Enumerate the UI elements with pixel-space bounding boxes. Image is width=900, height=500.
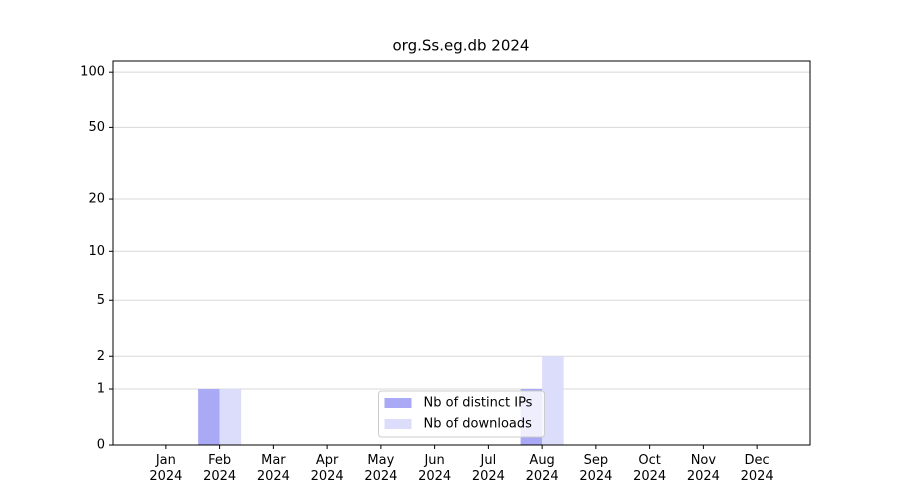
y-tick-label: 10 [88, 244, 105, 259]
x-tick-label: Aug 2024 [525, 453, 559, 484]
x-tick-label: Dec 2024 [740, 453, 774, 484]
y-tick-label: 100 [80, 65, 105, 80]
x-tick-label: Jun 2024 [418, 453, 452, 484]
legend-swatch [384, 398, 412, 408]
y-tick-label: 5 [97, 293, 105, 308]
x-tick-label: Jul 2024 [471, 453, 505, 484]
x-tick-label: Nov 2024 [686, 453, 720, 484]
legend-label: Nb of distinct IPs [424, 396, 533, 411]
bar [198, 389, 220, 445]
legend-label: Nb of downloads [424, 417, 533, 432]
x-tick-label: Jan 2024 [149, 453, 183, 484]
x-tick-label: May 2024 [364, 453, 398, 484]
y-tick-label: 20 [88, 192, 105, 207]
x-tick-label: Apr 2024 [310, 453, 344, 484]
y-tick-label: 50 [88, 120, 105, 135]
y-tick-label: 0 [97, 438, 105, 453]
x-tick-label: Feb 2024 [203, 453, 237, 484]
bar [542, 356, 564, 445]
legend-swatch [384, 419, 412, 429]
bar [219, 389, 242, 445]
y-tick-label: 2 [97, 349, 105, 364]
x-tick-label: Mar 2024 [256, 453, 290, 484]
x-tick-label: Sep 2024 [579, 453, 613, 484]
legend-box [378, 390, 545, 438]
plot-frame [112, 60, 811, 446]
x-tick-label: Oct 2024 [633, 453, 667, 484]
chart-title: org.Ss.eg.db 2024 [393, 37, 530, 55]
y-tick-label: 1 [97, 382, 105, 397]
legend: Nb of distinct IPs Nb of downloads [378, 390, 545, 438]
